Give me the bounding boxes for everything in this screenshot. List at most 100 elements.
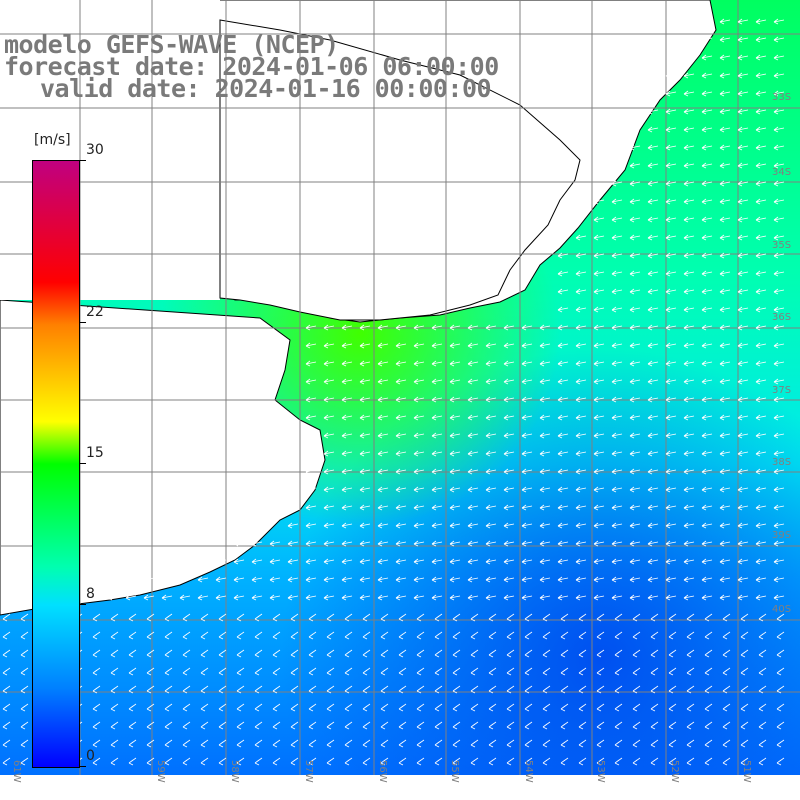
wind-arrow [308,757,317,766]
wind-arrow [773,162,785,169]
wind-arrow [776,757,785,766]
wind-arrow [395,432,407,439]
wind-arrow [449,342,461,349]
wind-arrow [521,486,533,493]
wind-arrow [449,396,461,403]
wind-arrow [557,306,569,313]
wind-arrow [218,649,227,658]
wind-arrow [686,631,695,640]
wind-arrow [611,576,623,583]
wind-arrow [629,468,641,475]
wind-arrow [467,450,479,457]
wind-arrow [362,703,371,712]
wind-arrow [254,703,263,712]
wind-arrow [557,288,569,295]
wind-arrow [737,126,749,133]
wind-arrow [557,486,569,493]
wind-arrow [722,667,731,676]
wind-arrow [341,522,353,529]
wind-arrow [701,252,713,259]
wind-arrow [182,757,191,766]
wind-arrow [485,342,497,349]
wind-arrow [323,324,335,331]
wind-arrow [470,721,479,730]
wind-arrow [557,594,569,601]
wind-arrow [200,721,209,730]
wind-arrow [506,667,515,676]
wind-arrow [449,594,461,601]
wind-arrow [683,342,695,349]
wind-arrow [647,504,659,511]
wind-arrow [452,685,461,694]
wind-arrow [614,649,623,658]
wind-arrow [719,126,731,133]
wind-arrow [92,703,101,712]
wind-arrow [341,486,353,493]
wind-arrow [146,703,155,712]
wind-arrow [683,36,695,43]
wind-arrow [557,396,569,403]
wind-arrow [380,685,389,694]
wind-arrow [701,576,713,583]
wind-arrow [683,468,695,475]
wind-arrow [398,685,407,694]
wind-arrow [686,757,695,766]
wind-arrow [179,594,191,601]
uruguay-coast-detail [219,19,581,321]
wind-arrow [719,216,731,223]
wind-arrow [683,252,695,259]
wind-arrow [431,486,443,493]
wind-arrow [305,486,317,493]
wind-arrow [629,522,641,529]
wind-arrow [722,757,731,766]
wind-arrow [737,432,749,439]
wind-arrow [611,486,623,493]
wind-arrow [236,649,245,658]
wind-arrow [272,757,281,766]
wind-arrow [416,685,425,694]
wind-arrow [683,180,695,187]
wind-arrow [413,468,425,475]
wind-arrow [647,324,659,331]
wind-arrow [683,270,695,277]
wind-arrow [290,757,299,766]
wind-arrow [326,757,335,766]
wind-arrow [236,613,245,622]
wind-arrow [737,540,749,547]
wind-arrow [143,594,155,601]
wind-arrow [521,450,533,457]
wind-arrow [773,540,785,547]
wind-arrow [395,486,407,493]
wind-arrow [341,324,353,331]
wind-arrow [488,721,497,730]
wind-arrow [287,540,299,547]
wind-arrow [665,342,677,349]
wind-arrow [755,180,767,187]
wind-arrow [395,522,407,529]
wind-arrow [596,649,605,658]
wind-arrow [560,685,569,694]
wind-arrow [506,721,515,730]
longitude-label: 59W [155,760,166,783]
wind-arrow [773,180,785,187]
wind-arrow [449,360,461,367]
wind-arrow [611,162,623,169]
wind-arrow [683,432,695,439]
wind-arrow [413,378,425,385]
forecast-date: forecast date: 2024-01-06 06:00:00 [4,52,499,81]
wind-arrow [650,703,659,712]
wind-arrow [305,414,317,421]
wind-arrow [467,576,479,583]
wind-arrow [650,667,659,676]
wind-arrow [359,342,371,349]
wind-arrow [629,216,641,223]
wind-arrow [20,649,29,658]
wind-arrow [449,504,461,511]
wind-arrow [200,667,209,676]
wind-arrow [647,360,659,367]
wind-arrow [632,685,641,694]
wind-arrow [128,739,137,748]
wind-arrow [200,757,209,766]
wind-arrow [701,486,713,493]
wind-arrow [359,450,371,457]
